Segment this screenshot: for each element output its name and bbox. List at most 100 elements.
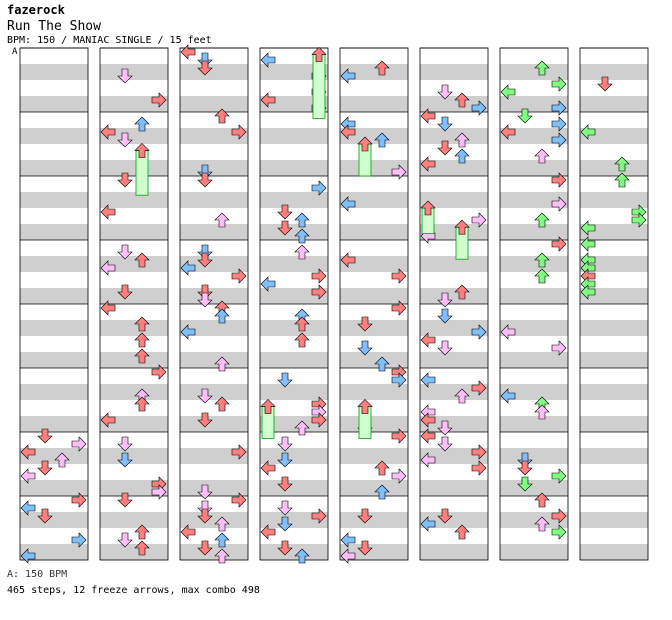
step-arrow-shape bbox=[100, 300, 116, 316]
beat-band bbox=[260, 272, 328, 288]
step-arrow-shape bbox=[437, 140, 453, 156]
step-arrow bbox=[437, 140, 453, 156]
step-arrow bbox=[420, 200, 436, 216]
step-arrow bbox=[437, 308, 453, 324]
step-arrow-shape bbox=[340, 68, 356, 84]
beat-band bbox=[500, 224, 568, 240]
step-arrow-shape bbox=[420, 516, 436, 532]
beat-band bbox=[340, 80, 408, 96]
beat-band bbox=[580, 160, 648, 176]
step-arrow-shape bbox=[71, 492, 87, 508]
beat-band bbox=[20, 496, 88, 512]
step-arrow-shape bbox=[517, 452, 533, 468]
step-arrow bbox=[294, 228, 310, 244]
beat-band bbox=[100, 432, 168, 448]
step-arrow-shape bbox=[534, 60, 550, 76]
step-arrow bbox=[20, 444, 36, 460]
beat-band bbox=[420, 416, 488, 432]
step-arrow-shape bbox=[357, 508, 373, 524]
beat-band bbox=[20, 528, 88, 544]
step-arrow-shape bbox=[420, 372, 436, 388]
beat-band bbox=[580, 336, 648, 352]
beat-band bbox=[580, 64, 648, 80]
step-arrow-shape bbox=[580, 220, 596, 236]
song-title: Run The Show bbox=[7, 19, 101, 34]
beat-band bbox=[580, 304, 648, 320]
beat-band bbox=[340, 544, 408, 560]
beat-band bbox=[180, 368, 248, 384]
beat-band bbox=[180, 144, 248, 160]
step-arrow bbox=[100, 300, 116, 316]
step-arrow-shape bbox=[551, 76, 567, 92]
step-arrow-shape bbox=[277, 540, 293, 556]
beat-band bbox=[260, 128, 328, 144]
beat-band bbox=[500, 544, 568, 560]
step-arrow-shape bbox=[534, 212, 550, 228]
step-arrow bbox=[214, 356, 230, 372]
step-arrow-shape bbox=[20, 468, 36, 484]
beat-band bbox=[260, 160, 328, 176]
step-arrow bbox=[517, 476, 533, 492]
step-arrow bbox=[534, 268, 550, 284]
beat-band bbox=[580, 80, 648, 96]
step-arrow-shape bbox=[260, 398, 276, 414]
beat-band bbox=[20, 240, 88, 256]
step-arrow-shape bbox=[277, 476, 293, 492]
beat-band bbox=[340, 304, 408, 320]
step-arrow bbox=[437, 116, 453, 132]
beat-band bbox=[100, 256, 168, 272]
chart-column-border bbox=[179, 47, 249, 561]
beat-band bbox=[180, 416, 248, 432]
step-arrow-shape bbox=[117, 436, 133, 452]
step-arrow-shape bbox=[214, 548, 230, 564]
step-arrow-shape bbox=[420, 200, 436, 216]
beat-band bbox=[500, 368, 568, 384]
step-arrow bbox=[420, 332, 436, 348]
beat-band bbox=[340, 176, 408, 192]
beat-band bbox=[340, 464, 408, 480]
step-arrow-shape bbox=[180, 260, 196, 276]
beat-band bbox=[340, 432, 408, 448]
beat-band bbox=[580, 144, 648, 160]
step-arrow-shape bbox=[134, 348, 150, 364]
step-arrow bbox=[391, 372, 407, 388]
step-arrow bbox=[551, 468, 567, 484]
step-arrow-shape bbox=[534, 252, 550, 268]
beat-band bbox=[260, 112, 328, 128]
step-arrow-shape bbox=[357, 316, 373, 332]
step-arrow-shape bbox=[391, 300, 407, 316]
step-arrow-shape bbox=[391, 468, 407, 484]
step-arrow bbox=[151, 364, 167, 380]
step-arrow bbox=[20, 500, 36, 516]
beat-band bbox=[500, 432, 568, 448]
step-arrow-shape bbox=[277, 204, 293, 220]
beat-band bbox=[580, 176, 648, 192]
beat-band bbox=[260, 368, 328, 384]
beat-band bbox=[260, 176, 328, 192]
step-arrow-shape bbox=[340, 252, 356, 268]
song-author: fazerock bbox=[7, 3, 65, 17]
beat-band bbox=[420, 160, 488, 176]
beat-band bbox=[340, 272, 408, 288]
beat-band bbox=[100, 96, 168, 112]
beat-band bbox=[420, 144, 488, 160]
beat-band bbox=[100, 512, 168, 528]
beat-band bbox=[180, 96, 248, 112]
beat-band bbox=[420, 528, 488, 544]
step-arrow-shape bbox=[391, 428, 407, 444]
step-arrow-shape bbox=[197, 284, 213, 300]
step-arrow bbox=[180, 260, 196, 276]
beat-band bbox=[340, 320, 408, 336]
step-arrow bbox=[311, 412, 327, 428]
step-arrow bbox=[500, 84, 516, 100]
beat-band bbox=[340, 352, 408, 368]
step-arrow bbox=[180, 44, 196, 60]
step-arrow bbox=[294, 212, 310, 228]
step-arrow bbox=[551, 132, 567, 148]
beat-band bbox=[500, 112, 568, 128]
step-arrow-shape bbox=[437, 292, 453, 308]
step-arrow-shape bbox=[471, 100, 487, 116]
beat-band bbox=[580, 272, 648, 288]
step-arrow-shape bbox=[214, 516, 230, 532]
